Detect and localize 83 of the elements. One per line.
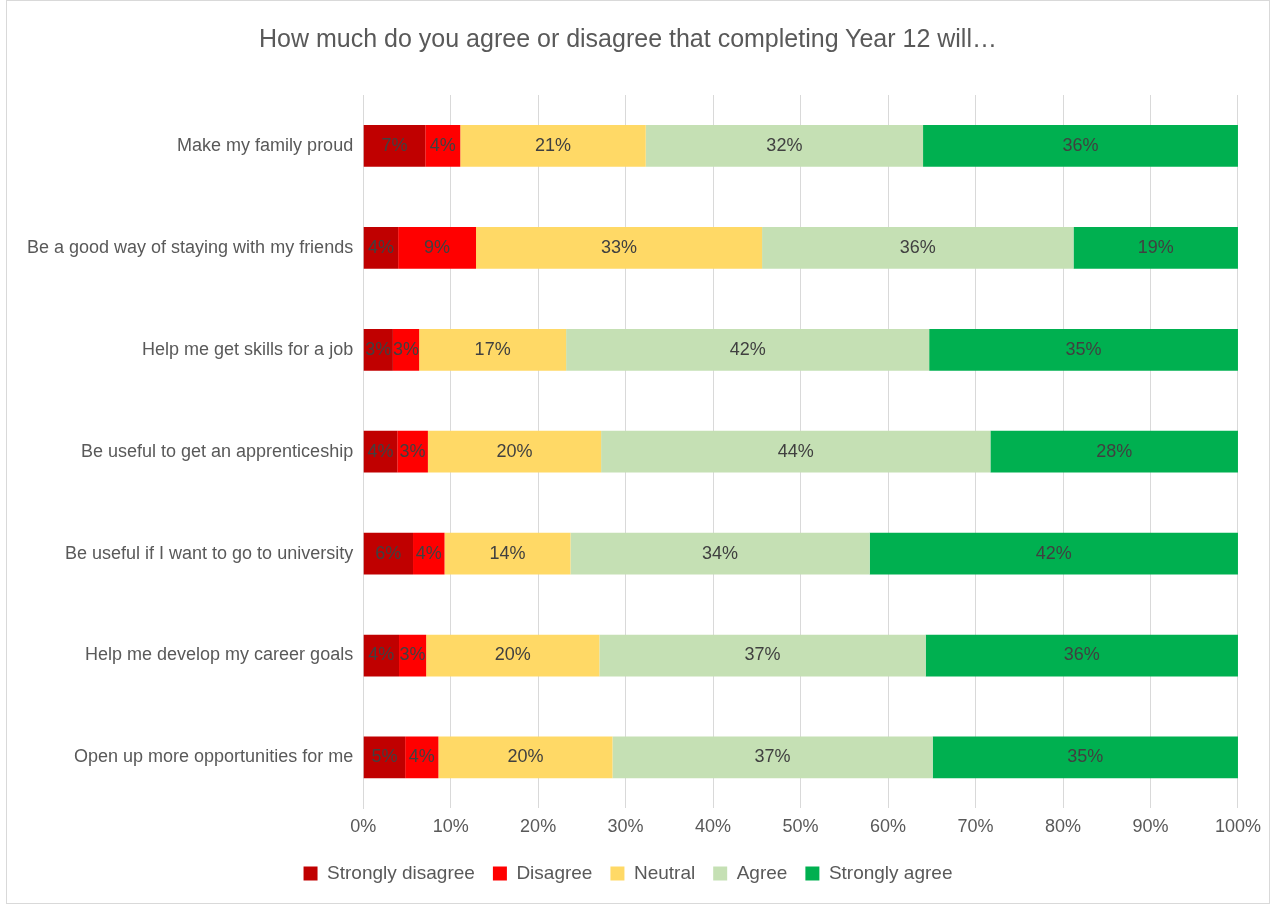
x-tick-label: 30% [607, 816, 644, 837]
data-label: 36% [899, 236, 936, 257]
data-label: 4% [367, 236, 394, 257]
bar [438, 736, 613, 779]
bar [601, 430, 991, 473]
data-label: 19% [1137, 236, 1174, 257]
bar [427, 430, 602, 473]
x-tick-label: 40% [695, 816, 732, 837]
x-tick-label: 10% [432, 816, 469, 837]
data-label: 17% [474, 338, 511, 359]
x-tick-label: 20% [520, 816, 557, 837]
x-tick-label: 90% [1132, 816, 1169, 837]
bar [869, 532, 1238, 575]
bar [599, 634, 926, 677]
data-label: 36% [1063, 644, 1100, 665]
y-tick-label: Help me get skills for a job [142, 338, 354, 359]
bar [363, 125, 426, 167]
x-tick-label: 80% [1045, 816, 1082, 837]
legend-label: Neutral [633, 861, 696, 883]
data-label: 32% [766, 134, 803, 155]
legend-label: Strongly disagree [327, 861, 475, 883]
data-label: 6% [375, 542, 402, 563]
bar [929, 328, 1238, 371]
data-label: 33% [601, 236, 638, 257]
x-tick-label: 70% [957, 816, 994, 837]
data-label: 3% [393, 338, 420, 359]
bar [460, 125, 646, 167]
bar [426, 634, 600, 677]
bar [932, 736, 1238, 779]
legend-label: Disagree [516, 861, 593, 883]
bar [570, 532, 870, 575]
bar [363, 532, 414, 575]
bar [762, 226, 1074, 269]
bar [476, 226, 763, 269]
data-label: 14% [489, 542, 526, 563]
data-label: 42% [729, 338, 766, 359]
data-label: 20% [496, 440, 533, 461]
y-tick-label: Be a good way of staying with my friends [26, 236, 354, 257]
bar [925, 634, 1238, 677]
data-label: 5% [371, 746, 398, 767]
data-label: 21% [534, 134, 572, 155]
x-tick-label: 0% [350, 816, 377, 837]
data-label: 34% [702, 542, 739, 563]
data-label: 37% [754, 746, 791, 767]
bar [990, 430, 1238, 473]
data-label: 4% [415, 542, 442, 563]
data-label: 20% [507, 746, 544, 767]
data-label: 4% [368, 644, 395, 665]
y-tick-label: Be useful to get an apprenticeship [80, 440, 354, 461]
data-label: 7% [381, 134, 408, 155]
data-label: 3% [399, 644, 426, 665]
data-label: 42% [1035, 542, 1072, 563]
data-label: 35% [1067, 746, 1104, 767]
bar [612, 736, 933, 779]
bar [566, 328, 930, 371]
bar [444, 532, 571, 575]
data-label: 4% [367, 440, 394, 461]
chart-title: How much do you agree or disagree that completing Year 12 will… [259, 23, 997, 52]
data-label: 9% [424, 236, 451, 257]
data-label: 44% [777, 440, 814, 461]
data-label: 28% [1096, 440, 1133, 461]
legend-label: Agree [736, 861, 788, 883]
bar [398, 226, 477, 269]
y-tick-label: Make my family proud [177, 134, 354, 155]
x-tick-label: 60% [870, 816, 907, 837]
data-label: 4% [408, 746, 435, 767]
data-label: 3% [399, 440, 426, 461]
data-label: 4% [429, 134, 456, 155]
x-tick-label: 50% [782, 816, 819, 837]
bar [1073, 226, 1238, 269]
data-label: 3% [365, 338, 392, 359]
data-label: 35% [1065, 338, 1102, 359]
data-label: 20% [494, 644, 531, 665]
bar [923, 125, 1238, 167]
data-label: 36% [1062, 134, 1099, 155]
legend-label: Strongly agree [828, 861, 953, 883]
bar [645, 125, 924, 167]
y-tick-label: Open up more opportunities for me [74, 746, 354, 767]
x-tick-label: 100% [1214, 816, 1261, 837]
y-tick-label: Be useful if I want to go to university [65, 542, 354, 563]
y-tick-label: Help me develop my career goals [85, 644, 354, 665]
data-label: 37% [744, 644, 781, 665]
bar [419, 328, 567, 371]
